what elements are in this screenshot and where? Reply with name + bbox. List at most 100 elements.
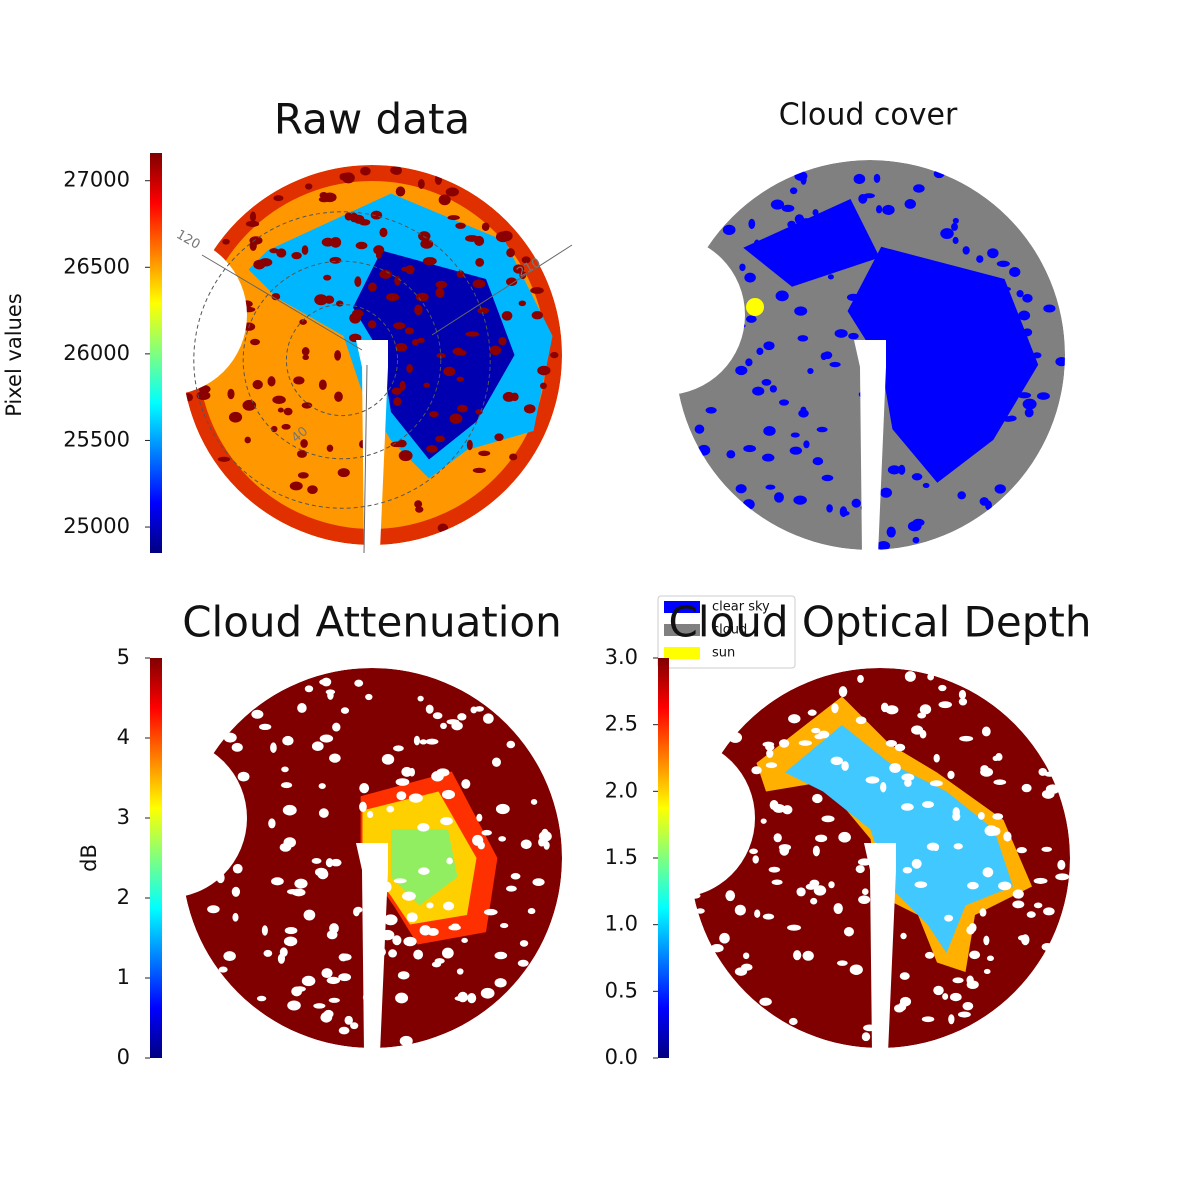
image-speck xyxy=(790,432,800,438)
image-speck xyxy=(301,347,310,356)
image-speck xyxy=(395,992,409,1004)
image-speck xyxy=(336,300,344,307)
image-speck xyxy=(694,424,705,434)
colorbar-tick-label: 26000 xyxy=(63,341,130,365)
image-speck xyxy=(694,882,705,890)
image-speck xyxy=(929,342,941,351)
image-speck xyxy=(457,713,467,721)
image-speck xyxy=(1055,873,1070,881)
image-speck xyxy=(860,288,873,299)
image-region xyxy=(743,199,880,287)
image-speck xyxy=(232,835,242,841)
image-speck xyxy=(412,339,419,346)
image-speck xyxy=(765,762,778,769)
image-speck xyxy=(359,801,367,813)
image-speck xyxy=(1009,267,1021,278)
image-speck xyxy=(820,352,828,361)
image-speck xyxy=(443,901,455,911)
image-speck xyxy=(677,354,689,365)
image-speck xyxy=(232,863,243,874)
image-speck xyxy=(252,379,263,390)
image-speck xyxy=(982,867,994,878)
image-speck xyxy=(909,402,919,408)
polar-axis xyxy=(363,364,368,554)
image-speck xyxy=(762,913,775,920)
image-speck xyxy=(393,397,402,407)
colorbar-tick-label: 25000 xyxy=(63,514,130,538)
image-speck xyxy=(390,165,402,175)
image-speck xyxy=(797,335,809,342)
image-speck xyxy=(261,925,268,936)
image-speck xyxy=(887,848,894,858)
image-speck xyxy=(1055,356,1068,367)
image-speck xyxy=(483,908,498,916)
image-speck xyxy=(940,228,954,239)
image-speck xyxy=(447,215,460,221)
image-speck xyxy=(366,527,380,535)
panel: Raw data 25000 25500 26000 26500 27000 Pixel v… xyxy=(2,95,573,554)
colorbar-tick-label: 2 xyxy=(117,885,130,909)
image-speck xyxy=(483,713,494,724)
image-speck xyxy=(952,217,959,224)
image-speck xyxy=(314,867,328,877)
image-speck xyxy=(926,842,940,851)
image-speck xyxy=(952,236,959,244)
image-speck xyxy=(337,468,350,478)
image-speck xyxy=(815,834,828,843)
image-speck xyxy=(196,391,211,401)
image-speck xyxy=(231,886,241,897)
image-speck xyxy=(813,885,827,896)
image-speck xyxy=(919,704,932,715)
image-speck xyxy=(521,256,531,264)
image-speck xyxy=(465,235,479,242)
image-speck xyxy=(857,858,872,866)
image-speck xyxy=(1033,902,1043,909)
colorbar xyxy=(150,153,162,553)
image-speck xyxy=(833,903,843,915)
image-speck xyxy=(269,248,279,254)
image-speck xyxy=(858,895,871,904)
image-speck xyxy=(413,735,421,746)
image-speck xyxy=(207,905,220,914)
image-speck xyxy=(472,279,486,289)
image-speck xyxy=(282,735,294,746)
image-speck xyxy=(1022,398,1037,410)
image-speck xyxy=(912,518,925,527)
image-speck xyxy=(743,952,750,960)
image-speck xyxy=(695,908,705,914)
image-speck xyxy=(697,351,705,362)
image-speck xyxy=(926,405,935,411)
image-speck xyxy=(454,995,468,1002)
image-speck xyxy=(354,679,364,687)
colorbar xyxy=(150,658,162,1058)
image-speck xyxy=(379,269,392,279)
image-speck xyxy=(446,857,453,865)
image-speck xyxy=(350,1022,359,1030)
image-speck xyxy=(857,674,864,683)
panel-title: Cloud Attenuation xyxy=(182,598,562,647)
image-speck xyxy=(415,506,424,513)
image-speck xyxy=(325,858,334,868)
image-speck xyxy=(1041,846,1053,852)
image-speck xyxy=(417,179,425,189)
image-speck xyxy=(885,705,899,715)
image-speck xyxy=(425,704,434,714)
legend-swatch xyxy=(664,624,700,636)
image-speck xyxy=(773,833,782,843)
image-speck xyxy=(779,399,790,406)
image-speck xyxy=(328,997,340,1003)
image-speck xyxy=(987,248,999,259)
image-region xyxy=(847,246,1039,483)
image-speck xyxy=(895,274,910,283)
image-speck xyxy=(987,392,999,402)
image-speck xyxy=(370,1008,378,1019)
image-speck xyxy=(478,450,491,457)
image-speck xyxy=(908,425,917,437)
image-speck xyxy=(1044,771,1056,777)
image-speck xyxy=(983,935,990,946)
image-speck xyxy=(951,222,958,231)
image-speck xyxy=(300,439,308,448)
image-speck xyxy=(917,380,928,391)
image-speck xyxy=(283,407,293,416)
image-speck xyxy=(445,187,459,197)
